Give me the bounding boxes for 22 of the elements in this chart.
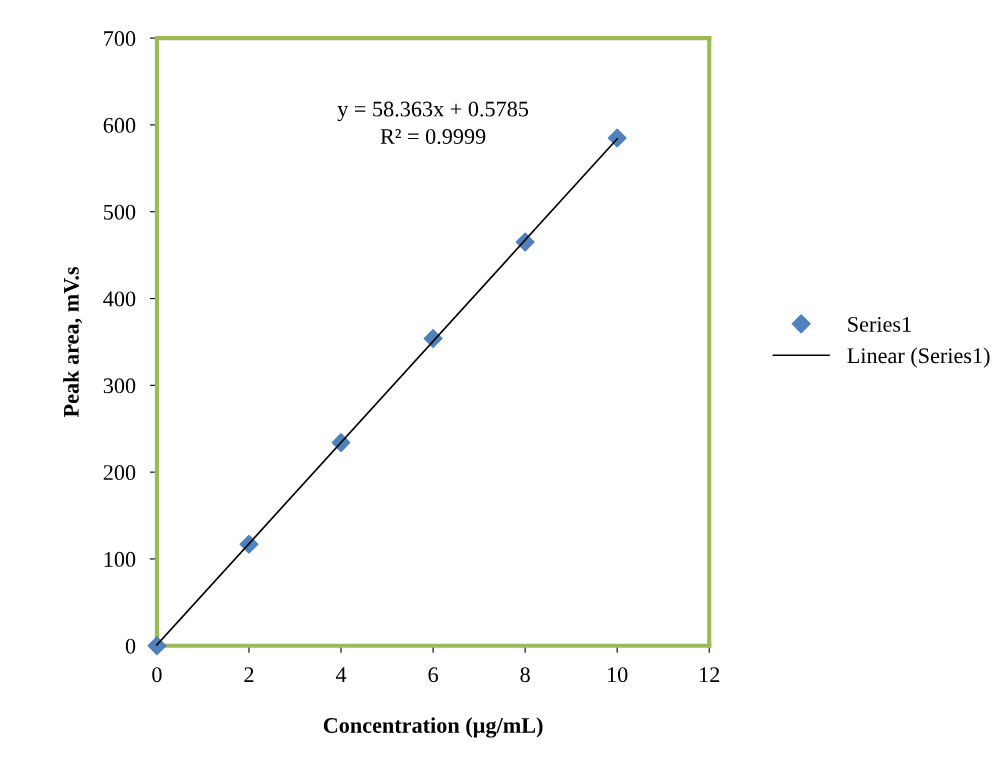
- y-tick-label: 500: [104, 204, 136, 220]
- y-tick-label: 300: [103, 378, 136, 394]
- x-tick-label: 6: [428, 667, 438, 683]
- y-tick-label: 200: [103, 465, 136, 481]
- x-axis-title: Concentration (µg/mL): [323, 717, 543, 738]
- annotation: y = 58.363x + 0.5785: [337, 101, 529, 122]
- annotation: R² = 0.9999: [380, 128, 486, 145]
- y-axis-title: Peak area, mV.s: [63, 266, 83, 418]
- x-tick-label: 10: [608, 667, 628, 683]
- y-tick-label: 100: [104, 551, 136, 567]
- y-tick-label: 400: [103, 291, 136, 307]
- point: [147, 636, 167, 656]
- y-tick-label: 0: [125, 638, 136, 654]
- legend-label: Series1: [848, 316, 911, 332]
- x-tick-label: 2: [244, 667, 254, 682]
- legend-label: Linear (Series1): [847, 347, 990, 368]
- x-tick-label: 4: [335, 667, 347, 682]
- x-tick-label: 12: [700, 667, 720, 682]
- y-tick-label: 600: [103, 117, 136, 133]
- x-tick-label: 8: [520, 667, 530, 683]
- x-tick-label: 0: [152, 667, 162, 683]
- y-tick-label: 700: [104, 31, 136, 47]
